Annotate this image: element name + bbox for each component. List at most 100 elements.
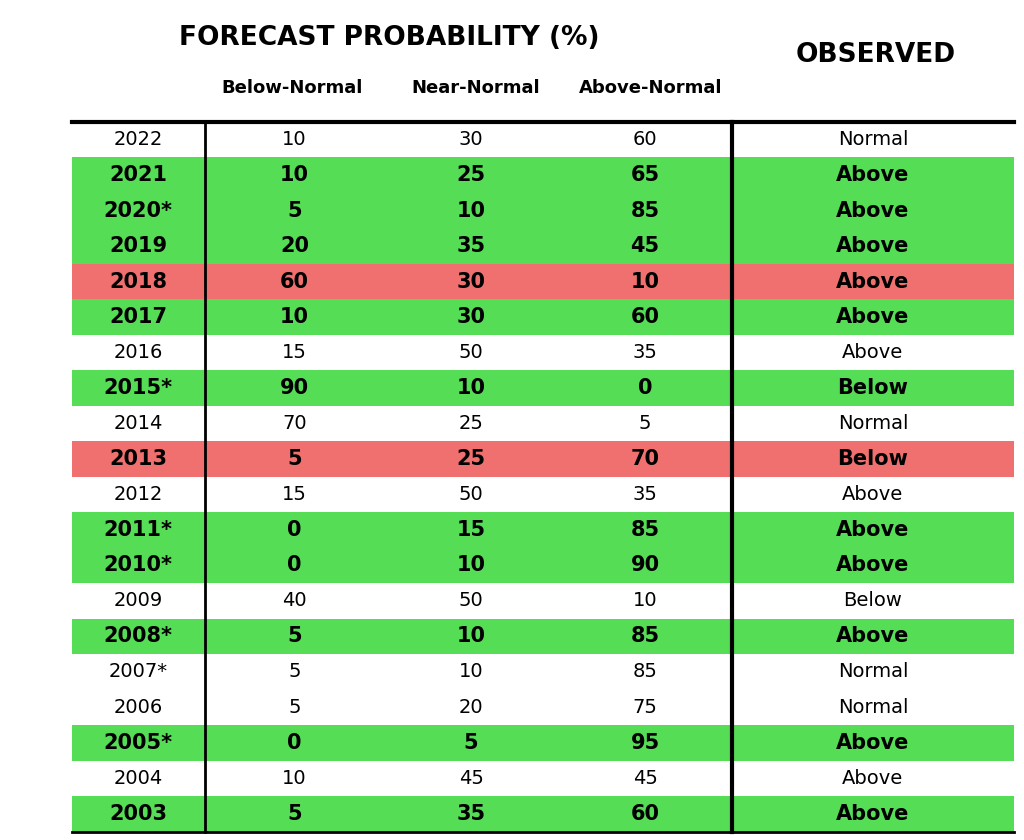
Bar xyxy=(732,157,1014,193)
Text: 2020*: 2020* xyxy=(103,201,173,221)
Text: 60: 60 xyxy=(631,307,659,327)
Text: Above: Above xyxy=(837,236,909,256)
Text: Above: Above xyxy=(837,201,909,221)
Bar xyxy=(732,725,1014,761)
Text: 30: 30 xyxy=(457,307,485,327)
Text: 2014: 2014 xyxy=(114,414,163,433)
Text: 45: 45 xyxy=(631,236,659,256)
Text: 45: 45 xyxy=(633,769,657,788)
Text: 5: 5 xyxy=(287,449,302,469)
Text: 2019: 2019 xyxy=(110,236,167,256)
Text: Above: Above xyxy=(837,732,909,753)
Text: 75: 75 xyxy=(633,698,657,717)
Text: 10: 10 xyxy=(280,165,309,185)
Bar xyxy=(732,370,1014,406)
Text: 5: 5 xyxy=(287,804,302,824)
Text: 85: 85 xyxy=(631,627,659,647)
Text: 25: 25 xyxy=(457,449,485,469)
Text: 2007*: 2007* xyxy=(109,663,168,681)
Text: 2009: 2009 xyxy=(114,591,163,611)
Text: Above: Above xyxy=(837,555,909,575)
Bar xyxy=(732,264,1014,299)
Text: 60: 60 xyxy=(631,804,659,824)
Text: OBSERVED: OBSERVED xyxy=(796,42,955,67)
Bar xyxy=(732,796,1014,832)
Text: 2005*: 2005* xyxy=(103,732,173,753)
Bar xyxy=(732,618,1014,654)
Text: 10: 10 xyxy=(457,378,485,398)
Text: 2015*: 2015* xyxy=(103,378,173,398)
Text: Above: Above xyxy=(837,271,909,291)
Bar xyxy=(72,796,732,832)
Text: 90: 90 xyxy=(280,378,309,398)
Text: 30: 30 xyxy=(457,271,485,291)
Text: 10: 10 xyxy=(282,130,307,149)
Text: 50: 50 xyxy=(459,343,483,362)
Text: 5: 5 xyxy=(287,627,302,647)
Text: 70: 70 xyxy=(282,414,307,433)
Text: Above: Above xyxy=(837,165,909,185)
Text: 20: 20 xyxy=(280,236,309,256)
Bar xyxy=(72,228,732,264)
Text: Above: Above xyxy=(837,627,909,647)
Text: FORECAST PROBABILITY (%): FORECAST PROBABILITY (%) xyxy=(179,25,599,50)
Bar xyxy=(732,228,1014,264)
Text: 2003: 2003 xyxy=(110,804,167,824)
Text: 85: 85 xyxy=(633,663,657,681)
Text: 85: 85 xyxy=(631,520,659,540)
Text: Above: Above xyxy=(837,804,909,824)
Text: 25: 25 xyxy=(457,165,485,185)
Text: 2021: 2021 xyxy=(110,165,167,185)
Text: 0: 0 xyxy=(287,555,302,575)
Text: 5: 5 xyxy=(288,698,301,717)
Text: 15: 15 xyxy=(282,485,307,504)
Text: 10: 10 xyxy=(457,201,485,221)
Text: 50: 50 xyxy=(459,591,483,611)
Bar xyxy=(732,193,1014,228)
Text: 35: 35 xyxy=(457,236,485,256)
Text: 10: 10 xyxy=(631,271,659,291)
Bar xyxy=(72,193,732,228)
Bar xyxy=(732,441,1014,476)
Text: Above-Normal: Above-Normal xyxy=(579,79,722,97)
Text: Above: Above xyxy=(843,485,903,504)
Text: Normal: Normal xyxy=(838,130,908,149)
Bar xyxy=(732,299,1014,334)
Text: 2022: 2022 xyxy=(114,130,163,149)
Text: 10: 10 xyxy=(633,591,657,611)
Text: 70: 70 xyxy=(631,449,659,469)
Bar xyxy=(72,299,732,334)
Text: Above: Above xyxy=(837,307,909,327)
Text: Normal: Normal xyxy=(838,414,908,433)
Bar xyxy=(72,512,732,548)
Text: Above: Above xyxy=(843,343,903,362)
Text: 5: 5 xyxy=(287,201,302,221)
Text: 25: 25 xyxy=(459,414,483,433)
Bar xyxy=(72,157,732,193)
Text: Above: Above xyxy=(837,520,909,540)
Text: 2016: 2016 xyxy=(114,343,163,362)
Text: 2017: 2017 xyxy=(110,307,167,327)
Bar xyxy=(72,618,732,654)
Text: 20: 20 xyxy=(459,698,483,717)
Text: Below-Normal: Below-Normal xyxy=(221,79,362,97)
Bar xyxy=(72,548,732,583)
Text: 2010*: 2010* xyxy=(103,555,173,575)
Text: 60: 60 xyxy=(280,271,309,291)
Text: 0: 0 xyxy=(638,378,652,398)
Text: 35: 35 xyxy=(633,485,657,504)
Bar xyxy=(72,370,732,406)
Text: 50: 50 xyxy=(459,485,483,504)
Text: 30: 30 xyxy=(459,130,483,149)
Text: Normal: Normal xyxy=(838,698,908,717)
Text: Below: Below xyxy=(838,378,908,398)
Text: 10: 10 xyxy=(457,555,485,575)
Text: 10: 10 xyxy=(457,627,485,647)
Text: 45: 45 xyxy=(459,769,483,788)
Text: Below: Below xyxy=(838,449,908,469)
Text: 2011*: 2011* xyxy=(103,520,173,540)
Text: 10: 10 xyxy=(280,307,309,327)
Text: 2018: 2018 xyxy=(110,271,167,291)
Text: 0: 0 xyxy=(287,732,302,753)
Text: Normal: Normal xyxy=(838,663,908,681)
